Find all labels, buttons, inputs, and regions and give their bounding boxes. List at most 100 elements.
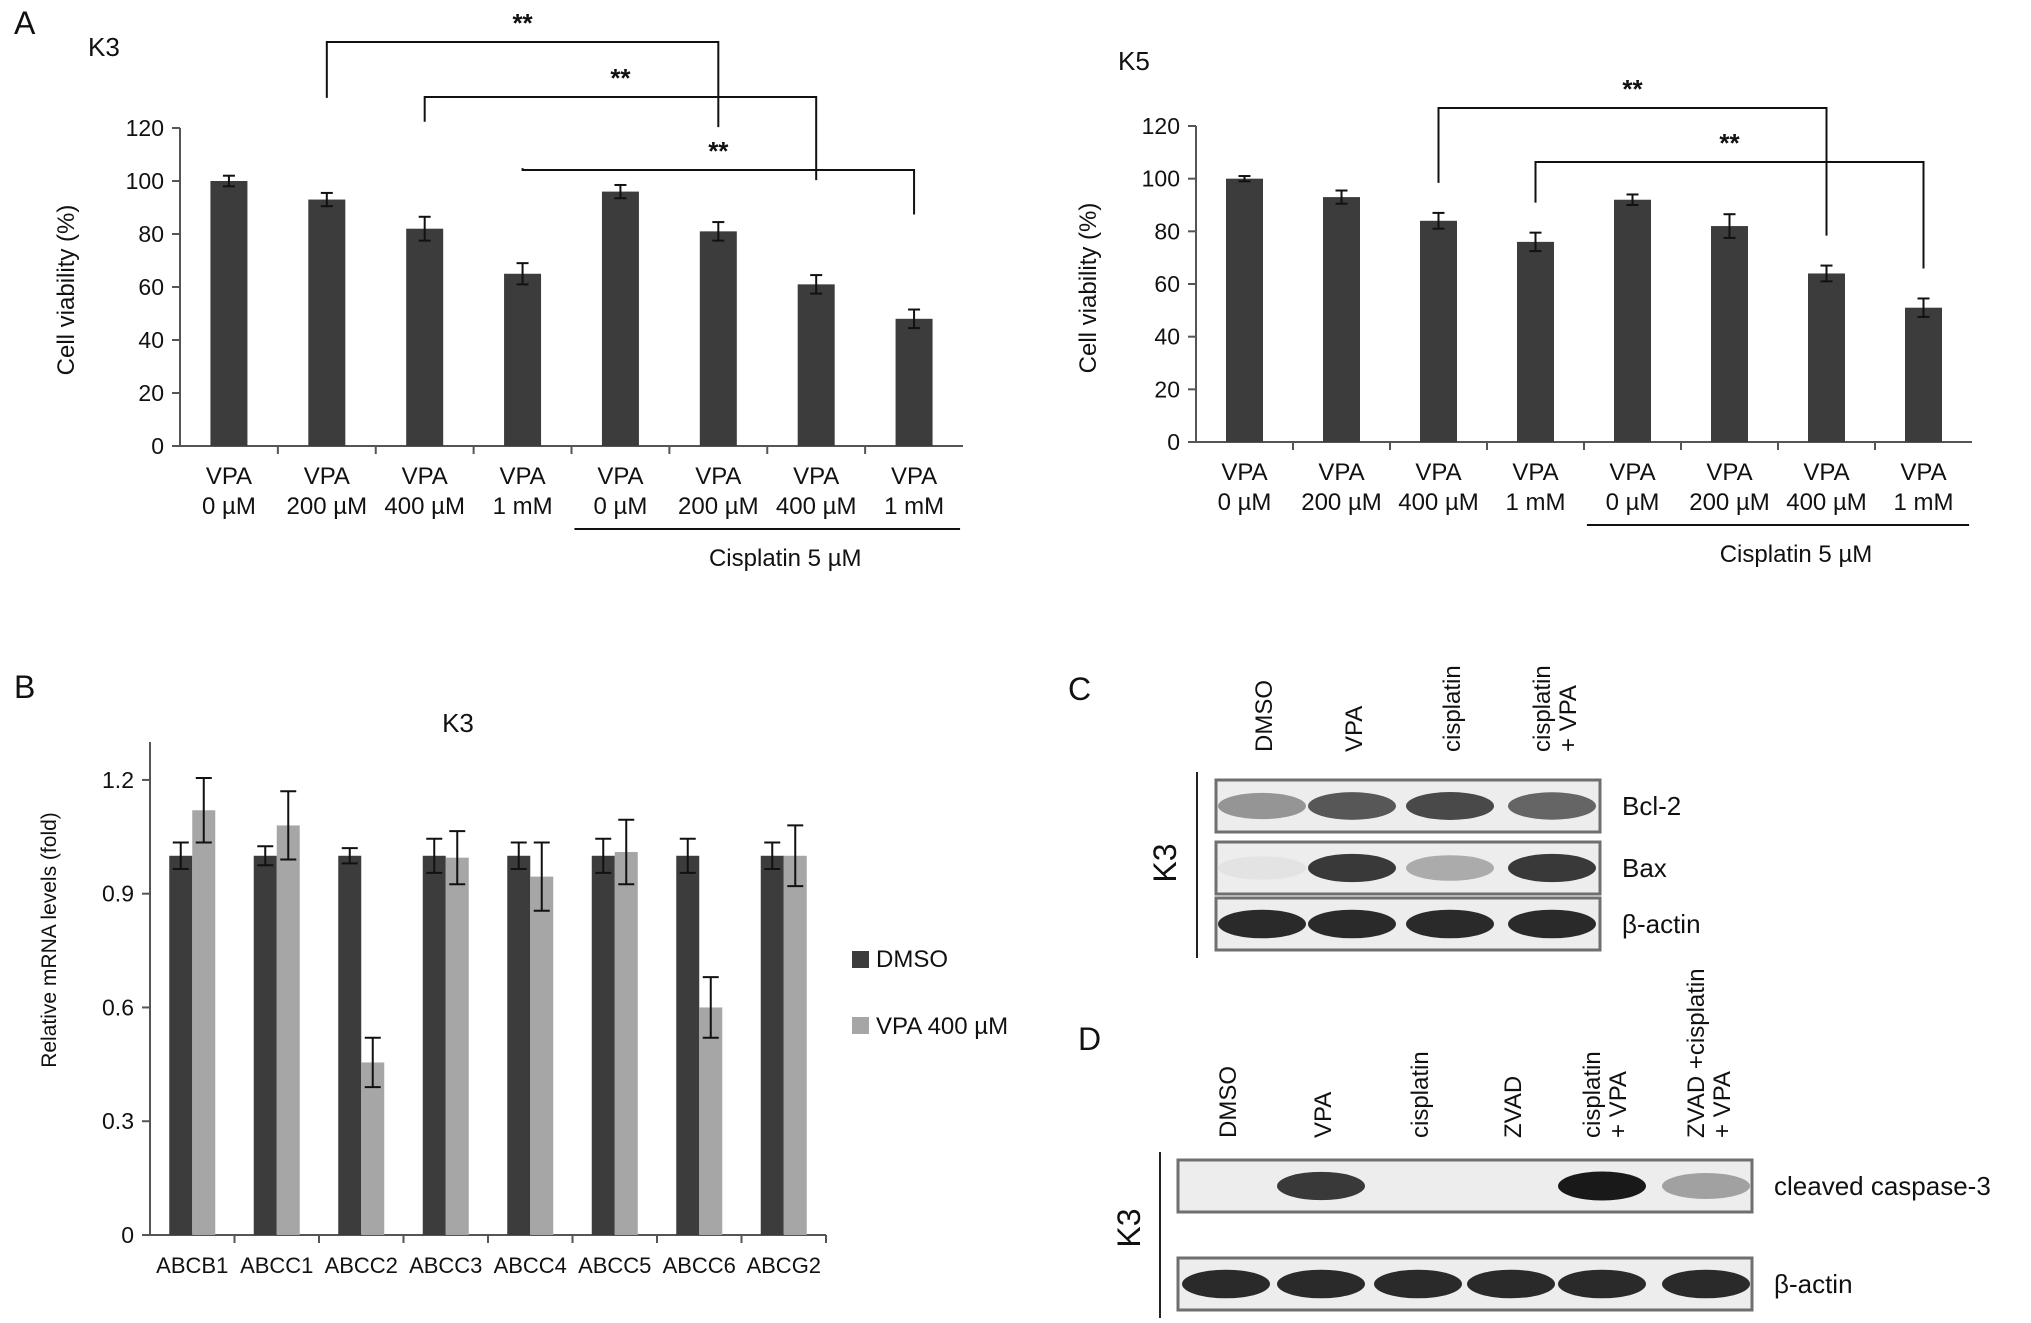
lane-label: + VPA — [1709, 1071, 1736, 1138]
bar — [504, 273, 542, 446]
blot-side-label: K3 — [1111, 1208, 1147, 1247]
x-tick-label: ABCC1 — [240, 1253, 313, 1278]
bar — [1517, 241, 1554, 442]
significance-label: ** — [512, 8, 533, 38]
y-tick-label: 0 — [151, 433, 164, 459]
x-tick-label: VPA — [304, 463, 350, 490]
lane-label: VPA — [1310, 1092, 1337, 1138]
bar — [169, 855, 193, 1235]
x-tick-label: VPA — [1512, 459, 1558, 486]
blot-band — [1182, 1269, 1270, 1299]
bar — [210, 181, 248, 446]
bar — [1420, 220, 1457, 442]
blot-band — [1558, 1171, 1646, 1201]
legend-label-dmso: DMSO — [876, 946, 948, 973]
bar — [797, 284, 835, 446]
panel-letter-d: D — [1078, 1021, 1101, 1057]
blot-band — [1277, 1171, 1365, 1201]
lane-label: ZVAD +cisplatin — [1683, 968, 1710, 1138]
x-tick-label: VPA — [1706, 459, 1752, 486]
bar — [1323, 197, 1360, 442]
x-tick-label: VPA — [1221, 459, 1267, 486]
y-tick-label: 0 — [121, 1222, 134, 1248]
significance-label: ** — [1622, 74, 1643, 104]
significance-bracket — [325, 41, 720, 128]
blot-band — [1406, 792, 1494, 820]
y-tick-label: 80 — [138, 221, 164, 247]
bar — [422, 855, 446, 1235]
y-tick-label: 100 — [1142, 166, 1180, 192]
x-tick-label: 400 µM — [384, 493, 465, 520]
lane-label: VPA — [1341, 706, 1368, 752]
bar — [406, 228, 444, 446]
y-tick-label: 1.2 — [102, 767, 134, 793]
significance-label: ** — [610, 63, 631, 93]
lane-label: cisplatin — [1529, 665, 1556, 752]
x-tick-label: 0 µM — [1218, 489, 1272, 516]
x-tick-label: ABCB1 — [156, 1253, 228, 1278]
bar — [338, 855, 362, 1235]
lane-label: cisplatin — [1407, 1051, 1434, 1138]
bar — [1711, 226, 1748, 442]
x-tick-label: VPA — [1318, 459, 1364, 486]
panel-letter-b: B — [14, 669, 35, 705]
bar — [530, 876, 554, 1235]
bar — [699, 1007, 723, 1235]
x-tick-label: VPA — [891, 463, 937, 490]
blot-band — [1558, 1269, 1646, 1299]
blot-band — [1277, 1269, 1365, 1299]
legend-label-vpa: VPA 400 µM — [876, 1013, 1008, 1040]
y-tick-label: 40 — [138, 327, 164, 353]
x-tick-label: 0 µM — [202, 493, 256, 520]
lane-label: cisplatin — [1579, 1051, 1606, 1138]
blot-band — [1406, 909, 1494, 939]
y-tick-label: 0.9 — [102, 881, 134, 907]
western-blot-c: K3 DMSO VPA cisplatin cisplatin + VPABcl-2Ba… — [1147, 665, 1701, 958]
y-axis-label: Cell viability (%) — [1075, 203, 1102, 374]
lane-label: DMSO — [1251, 680, 1278, 752]
blot-band — [1308, 909, 1396, 939]
significance-label: ** — [708, 136, 729, 166]
y-axis-label: Cell viability (%) — [53, 205, 80, 376]
legend-swatch-dmso — [852, 951, 869, 968]
y-tick-label: 0.6 — [102, 994, 134, 1020]
blot-band — [1308, 853, 1396, 883]
x-tick-label: 0 µM — [1606, 489, 1660, 516]
x-tick-label: 0 µM — [594, 493, 648, 520]
row-label: Bcl-2 — [1622, 791, 1681, 821]
y-tick-label: 120 — [126, 115, 164, 141]
bar — [1808, 273, 1845, 442]
x-tick-label: 200 µM — [1301, 489, 1382, 516]
x-tick-label: 1 mM — [1894, 489, 1954, 516]
blot-band — [1218, 792, 1306, 820]
bar — [192, 810, 216, 1235]
y-tick-label: 100 — [126, 168, 164, 194]
significance-bracket — [1437, 107, 1828, 236]
legend-swatch-vpa — [852, 1017, 869, 1034]
x-tick-label: VPA — [1609, 459, 1655, 486]
y-tick-label: 60 — [1154, 271, 1180, 297]
legend: DMSO VPA 400 µM — [852, 946, 1008, 1040]
blot-band — [1308, 792, 1396, 820]
blot-band — [1662, 1173, 1750, 1199]
bar — [276, 825, 300, 1235]
x-tick-label: VPA — [695, 463, 741, 490]
panel-letter-c: C — [1068, 671, 1091, 707]
chart-title: K3 — [88, 32, 120, 62]
x-tick-label: VPA — [1415, 459, 1461, 486]
x-tick-label: 200 µM — [287, 493, 368, 520]
y-tick-label: 120 — [1142, 113, 1180, 139]
bar — [591, 855, 615, 1235]
bar — [1614, 199, 1651, 442]
panel-letter-a: A — [14, 5, 36, 41]
group-label: Cisplatin 5 µM — [709, 545, 862, 572]
bar — [253, 855, 277, 1235]
blot-band — [1508, 909, 1596, 939]
x-tick-label: 400 µM — [1786, 489, 1867, 516]
blot-band — [1406, 855, 1494, 881]
blot-strip — [1176, 1158, 1754, 1214]
x-tick-label: ABCC5 — [578, 1253, 651, 1278]
chart-title: K3 — [442, 708, 474, 738]
blot-side-label: K3 — [1147, 843, 1183, 882]
row-label: Bax — [1622, 853, 1667, 883]
